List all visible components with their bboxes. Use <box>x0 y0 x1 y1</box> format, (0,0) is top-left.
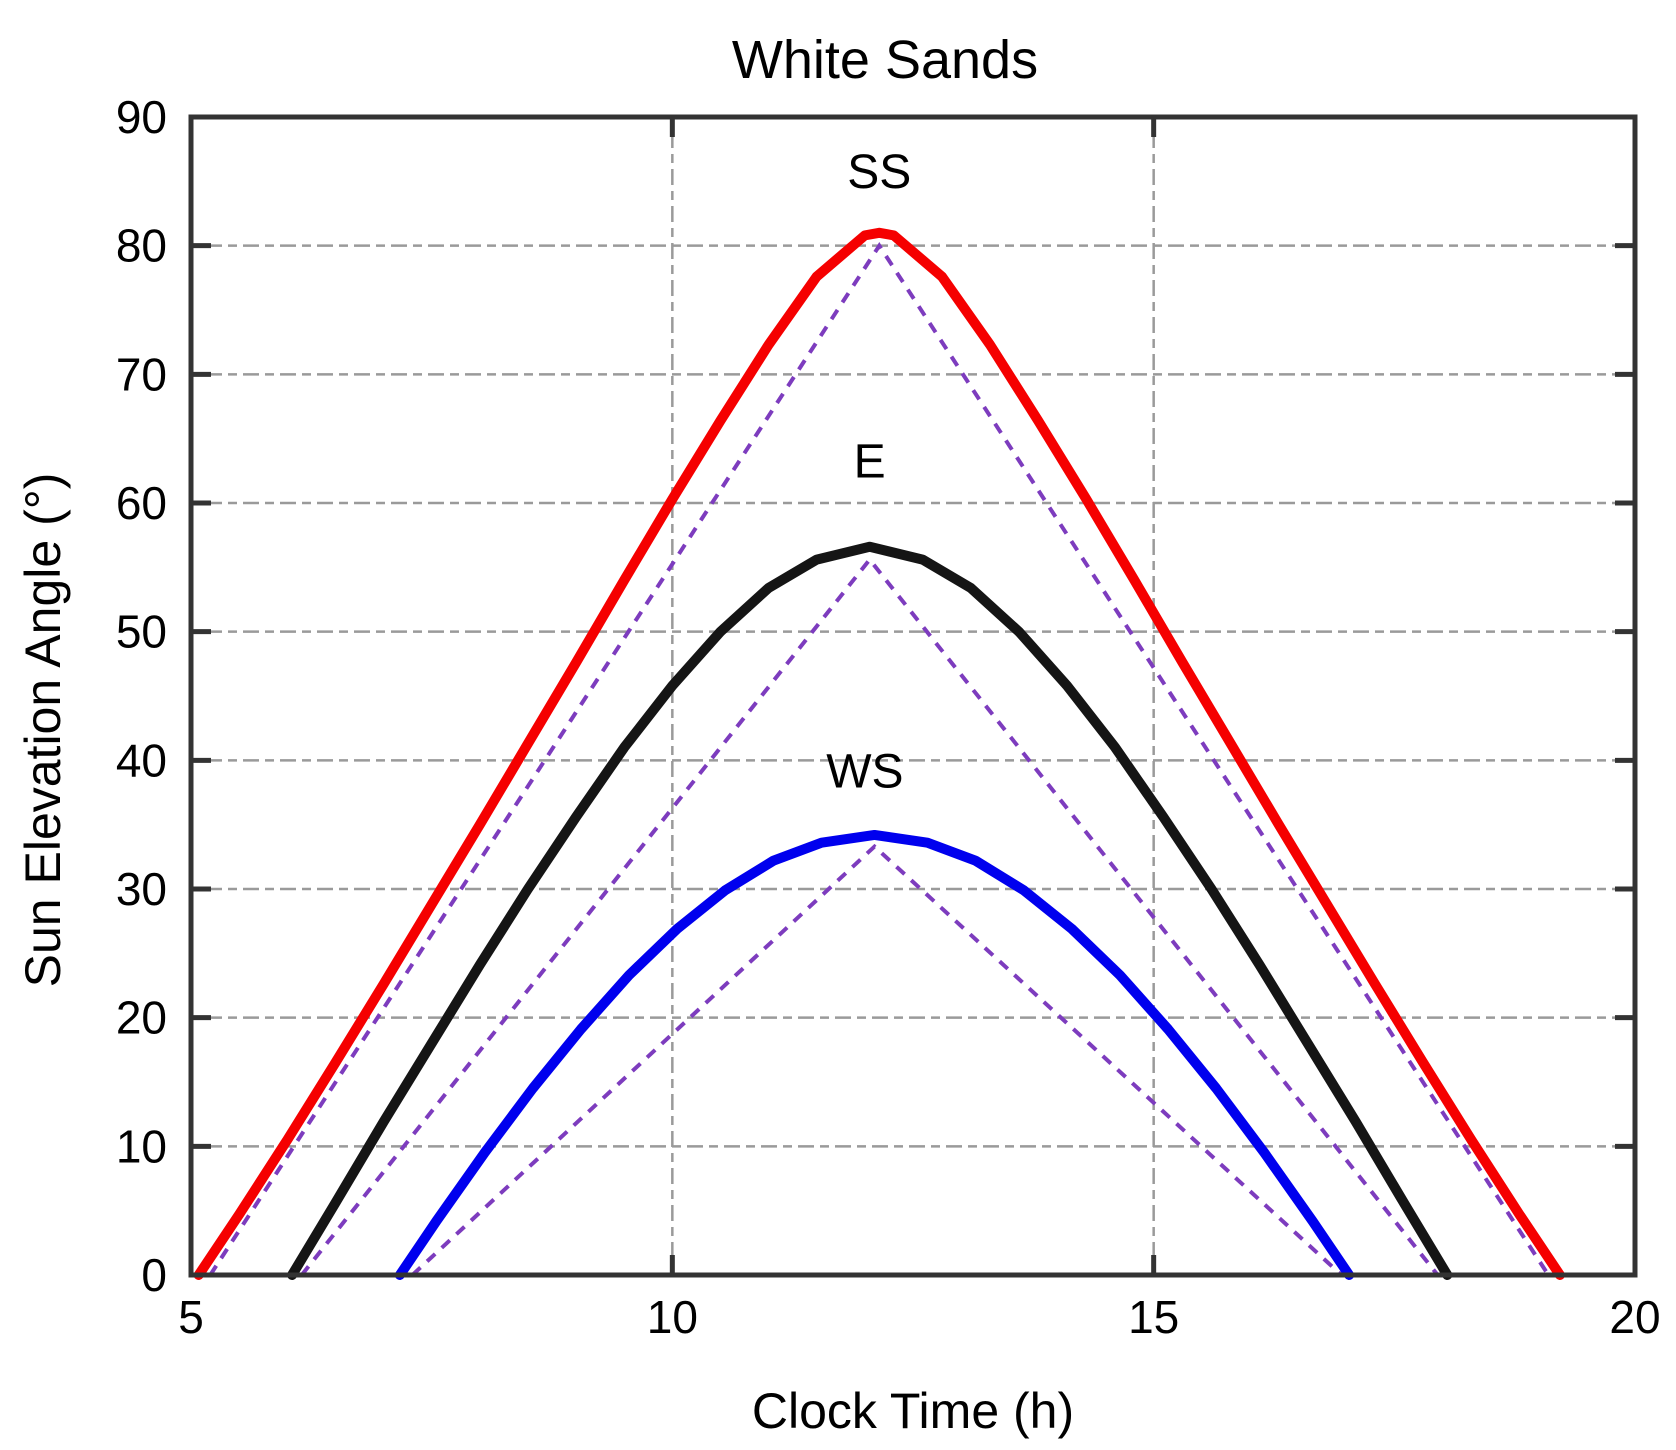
y-tick-label-50: 50 <box>116 606 167 658</box>
series-label-ss: SS <box>847 146 911 199</box>
y-axis-label: Sun Elevation Angle (°) <box>15 473 71 988</box>
y-tick-label-60: 60 <box>116 477 167 529</box>
dashed-envelope-ss <box>208 241 1551 1277</box>
series-label-ws: WS <box>826 745 903 798</box>
plot-border <box>188 114 1638 1278</box>
ticks-group <box>191 117 1635 1275</box>
x-tick-label-5: 5 <box>178 1291 204 1343</box>
gridlines-group <box>191 117 1635 1275</box>
y-tick-label-10: 10 <box>116 1120 167 1172</box>
dashed-envelope-e <box>300 556 1440 1277</box>
series-labels-group: SS E WS <box>826 146 911 799</box>
curve-ss <box>193 227 1565 1280</box>
x-tick-label-10: 10 <box>647 1291 698 1343</box>
x-axis-label: Clock Time (h) <box>752 1383 1074 1439</box>
curve-ws <box>394 829 1355 1280</box>
y-tick-label-20: 20 <box>116 992 167 1044</box>
tick-labels-group: 5 10 15 20 0 10 20 30 40 50 60 70 80 90 <box>116 91 1661 1343</box>
y-tick-label-90: 90 <box>116 91 167 143</box>
dashed-envelopes-group <box>208 241 1551 1277</box>
y-tick-label-80: 80 <box>116 220 167 272</box>
curve-e <box>287 541 1453 1280</box>
y-tick-label-70: 70 <box>116 348 167 400</box>
y-tick-label-30: 30 <box>116 863 167 915</box>
chart-title: White Sands <box>732 30 1038 90</box>
x-tick-label-20: 20 <box>1609 1291 1660 1343</box>
y-tick-label-40: 40 <box>116 734 167 786</box>
dashed-envelope-ws <box>411 843 1343 1277</box>
x-tick-label-15: 15 <box>1128 1291 1179 1343</box>
series-label-e: E <box>854 435 886 488</box>
y-tick-label-0: 0 <box>141 1249 167 1301</box>
curves-group <box>193 227 1565 1280</box>
